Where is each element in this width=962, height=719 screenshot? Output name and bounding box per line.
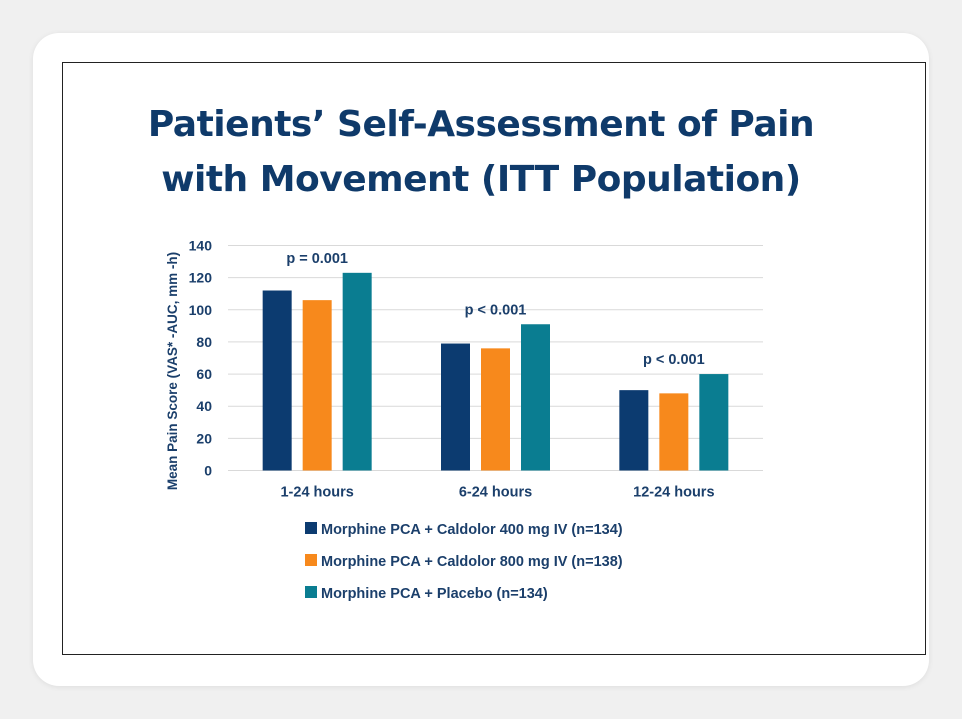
bar — [262, 290, 292, 471]
bar — [441, 343, 470, 471]
bar — [302, 300, 332, 471]
y-tick-label: 120 — [189, 270, 213, 286]
bar — [342, 272, 372, 471]
legend-label: Morphine PCA + Placebo (n=134) — [321, 586, 548, 602]
y-tick-label: 80 — [196, 334, 212, 350]
x-tick-label: 1-24 hours — [280, 485, 353, 501]
legend-label: Morphine PCA + Caldolor 800 mg IV (n=138… — [321, 554, 623, 570]
legend: Morphine PCA + Caldolor 400 mg IV (n=134… — [305, 522, 623, 602]
bar — [619, 390, 649, 471]
bar — [659, 393, 689, 471]
bars — [262, 272, 729, 471]
chart-title: Patients’ Self-Assessment of Pain with M… — [62, 97, 900, 207]
bar — [699, 374, 729, 471]
chart-title-line-1: Patients’ Self-Assessment of Pain — [147, 104, 815, 145]
x-tick-label: 12-24 hours — [633, 485, 714, 501]
bar — [521, 324, 550, 471]
y-tick-label: 20 — [196, 430, 212, 446]
x-tick-label: 6-24 hours — [459, 485, 532, 501]
y-tick-label: 60 — [196, 366, 212, 382]
legend-swatch — [305, 554, 317, 566]
legend-swatch — [305, 586, 317, 598]
p-value-annotations: p = 0.001 p < 0.001 p < 0.001 — [286, 251, 704, 368]
y-tick-label: 140 — [189, 238, 213, 254]
p-value-annotation: p = 0.001 — [286, 251, 348, 267]
chart-title-line-2: with Movement (ITT Population) — [161, 159, 801, 200]
legend-label: Morphine PCA + Caldolor 400 mg IV (n=134… — [321, 522, 623, 538]
p-value-annotation: p < 0.001 — [643, 352, 705, 368]
y-tick-label: 0 — [204, 463, 212, 479]
y-axis-label: Mean Pain Score (VAS* -AUC, mm -h) — [165, 252, 180, 490]
y-tick-label: 40 — [196, 398, 212, 414]
y-tick-label: 100 — [189, 302, 213, 318]
legend-swatch — [305, 522, 317, 534]
x-axis-ticks: 1-24 hours 6-24 hours 12-24 hours — [280, 485, 714, 501]
p-value-annotation: p < 0.001 — [465, 302, 527, 318]
y-axis-ticks: 0 20 40 60 80 100 120 140 — [189, 238, 213, 479]
bar — [481, 348, 510, 471]
